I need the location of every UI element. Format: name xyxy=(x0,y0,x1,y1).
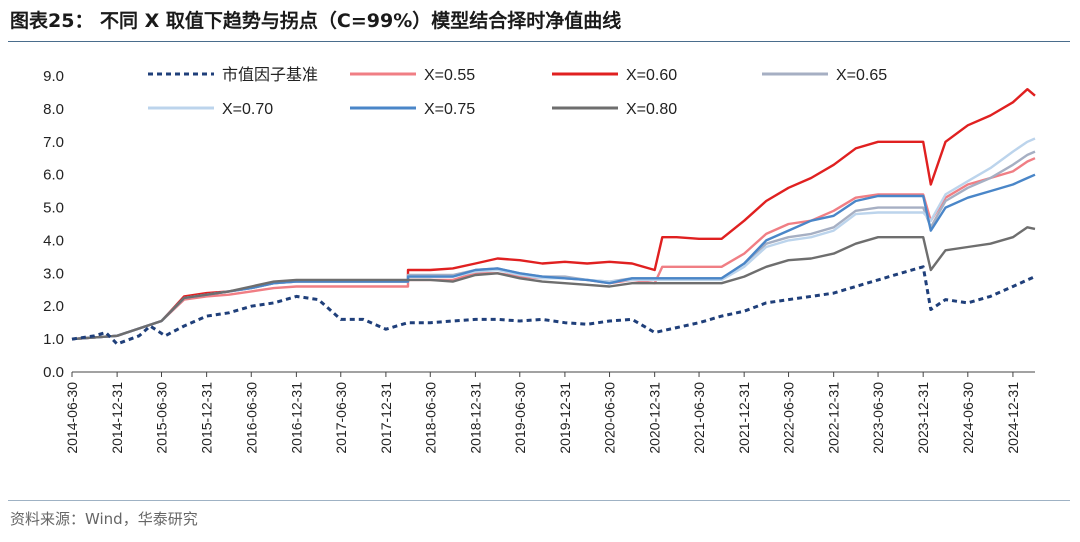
source-rule xyxy=(8,500,1070,501)
y-tick-label-3: 3.0 xyxy=(43,265,64,282)
x-tick-label-20: 2024-06-30 xyxy=(960,382,976,454)
x-tick-label-17: 2022-12-31 xyxy=(826,382,842,454)
x-tick-label-21: 2024-12-31 xyxy=(1005,382,1021,454)
x-tick-label-0: 2014-06-30 xyxy=(64,382,80,454)
series-line-6 xyxy=(71,226,1036,341)
series-line-3 xyxy=(71,150,1036,341)
legend-label-0: 市值因子基准 xyxy=(222,66,318,84)
x-tick-label-2: 2015-06-30 xyxy=(154,382,170,454)
legend-label-6: X=0.80 xyxy=(626,101,677,118)
legend-label-3: X=0.65 xyxy=(836,67,887,84)
x-tick-label-19: 2023-12-31 xyxy=(915,382,931,454)
x-tick-label-8: 2018-06-30 xyxy=(422,382,438,454)
series-line-2 xyxy=(71,87,1036,341)
x-tick-label-3: 2015-12-31 xyxy=(199,382,215,454)
y-tick-label-4: 4.0 xyxy=(43,232,64,249)
y-tick-label-7: 7.0 xyxy=(43,134,64,151)
title-rule xyxy=(8,41,1070,42)
x-tick-label-1: 2014-12-31 xyxy=(109,382,125,454)
series-layer xyxy=(71,87,1036,346)
legend-label-1: X=0.55 xyxy=(424,67,475,84)
x-tick-label-18: 2023-06-30 xyxy=(870,382,886,454)
x-tick-label-6: 2017-06-30 xyxy=(333,382,349,454)
x-tick-label-12: 2020-06-30 xyxy=(602,382,618,454)
figure-title: 图表25： 不同 X 取值下趋势与拐点（C=99%）模型结合择时净值曲线 xyxy=(10,10,622,32)
x-axis: 2014-06-30 2014-12-31 2015-06-30 2015-12-31… xyxy=(64,371,1035,454)
x-tick-label-7: 2017-12-31 xyxy=(378,382,394,454)
series-line-4 xyxy=(71,137,1036,341)
y-tick-label-0: 0.0 xyxy=(43,364,64,381)
y-tick-label-8: 8.0 xyxy=(43,101,64,118)
x-tick-label-13: 2020-12-31 xyxy=(647,382,663,454)
x-tick-label-11: 2019-12-31 xyxy=(557,382,573,454)
legend-label-2: X=0.60 xyxy=(626,67,677,84)
y-tick-label-2: 2.0 xyxy=(43,298,64,315)
series-line-1 xyxy=(71,157,1036,341)
y-tick-label-9: 9.0 xyxy=(43,68,64,85)
x-tick-label-4: 2016-06-30 xyxy=(243,382,259,454)
x-tick-label-5: 2016-12-31 xyxy=(288,382,304,454)
legend: 市值因子基准 X=0.55 X=0.60 X=0.65 X=0.70 X=0.75 X=0.… xyxy=(148,66,887,118)
y-tick-label-6: 6.0 xyxy=(43,167,64,184)
x-tick-label-14: 2021-06-30 xyxy=(691,382,707,454)
source-note: 资料来源：Wind，华泰研究 xyxy=(10,510,198,528)
legend-label-4: X=0.70 xyxy=(222,101,273,118)
x-tick-label-16: 2022-06-30 xyxy=(781,382,797,454)
chart: 0.0 1.0 2.0 3.0 4.0 5.0 6.0 7.0 8.0 9.0 2014-06-3… xyxy=(43,66,1036,454)
x-tick-label-10: 2019-06-30 xyxy=(512,382,528,454)
x-tick-label-15: 2021-12-31 xyxy=(736,382,752,454)
y-axis: 0.0 1.0 2.0 3.0 4.0 5.0 6.0 7.0 8.0 9.0 xyxy=(43,68,64,381)
y-tick-label-1: 1.0 xyxy=(43,331,64,348)
legend-label-5: X=0.75 xyxy=(424,101,475,118)
series-line-0 xyxy=(71,265,1036,346)
x-tick-label-9: 2018-12-31 xyxy=(467,382,483,454)
series-line-5 xyxy=(71,173,1036,341)
y-tick-label-5: 5.0 xyxy=(43,200,64,217)
